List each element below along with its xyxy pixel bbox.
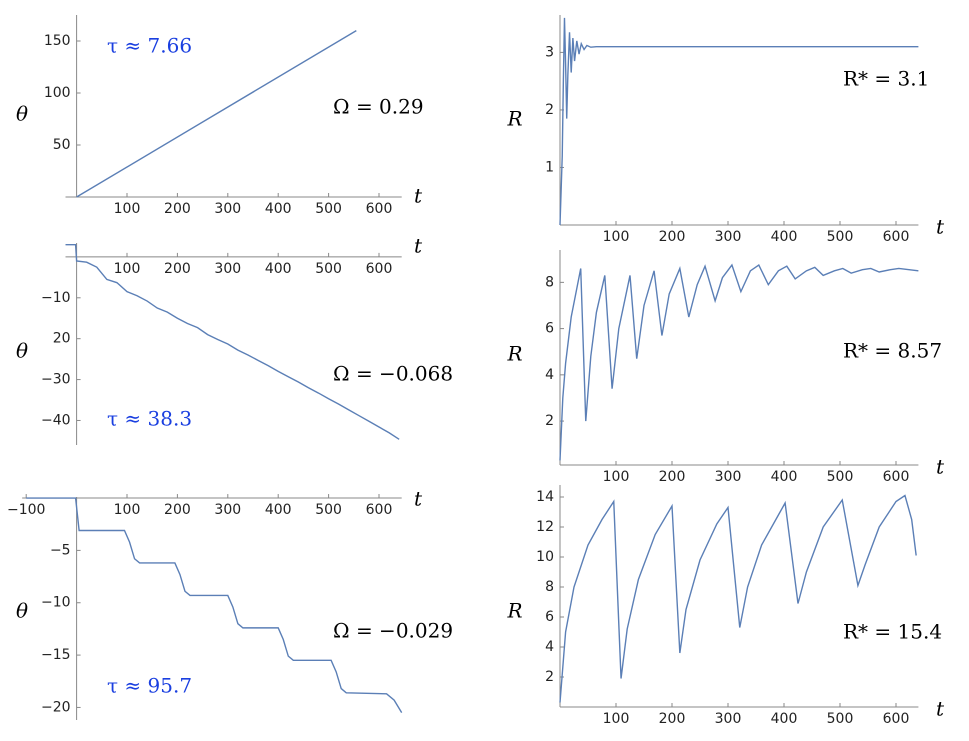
x-tick-label: 500 xyxy=(827,469,854,485)
y-tick-label: −10 xyxy=(41,595,71,611)
x-tick-label: −100 xyxy=(7,502,45,518)
y-axis-label: θ xyxy=(16,599,28,623)
x-tick-label: 600 xyxy=(366,502,393,518)
y-axis-label: R xyxy=(506,107,522,131)
x-tick-label: 200 xyxy=(164,502,191,518)
y-tick-label: 10 xyxy=(536,549,554,565)
annotation: τ ≈ 38.3 xyxy=(107,407,192,431)
y-tick-label: 8 xyxy=(545,274,554,290)
annotation: Ω = 0.29 xyxy=(333,95,424,119)
annotation: Ω = −0.068 xyxy=(333,362,453,386)
x-tick-label: 300 xyxy=(214,502,241,518)
data-line xyxy=(559,17,919,226)
y-tick-label: −10 xyxy=(41,290,71,306)
x-tick-label: 300 xyxy=(715,711,742,727)
x-tick-label: 200 xyxy=(164,261,191,277)
y-tick-label: −30 xyxy=(41,372,71,388)
x-tick-label: 200 xyxy=(659,229,686,245)
x-tick-label: 400 xyxy=(265,201,292,217)
annotation: τ ≈ 95.7 xyxy=(107,674,192,698)
data-line xyxy=(76,29,357,198)
x-tick-label: 300 xyxy=(214,201,241,217)
x-axis-label: t xyxy=(414,487,423,511)
annotation: R* = 8.57 xyxy=(843,339,942,363)
data-line xyxy=(26,497,403,714)
y-axis-label: R xyxy=(506,599,522,623)
y-tick-label: 14 xyxy=(536,489,554,505)
y-axis-label: θ xyxy=(16,339,28,363)
y-tick-label: 2 xyxy=(545,669,554,685)
x-tick-label: 300 xyxy=(214,261,241,277)
x-tick-label: 500 xyxy=(827,229,854,245)
x-tick-label: 100 xyxy=(114,502,141,518)
data-line xyxy=(559,494,917,703)
data-line xyxy=(65,243,400,440)
x-tick-label: 500 xyxy=(315,502,342,518)
x-tick-label: 100 xyxy=(603,469,630,485)
y-tick-label: −5 xyxy=(50,542,71,558)
x-tick-label: 300 xyxy=(715,229,742,245)
x-tick-label: 300 xyxy=(715,469,742,485)
y-tick-label: 4 xyxy=(545,639,554,655)
x-tick-label: 200 xyxy=(164,201,191,217)
y-tick-label: 1 xyxy=(545,159,554,175)
y-tick-label: 4 xyxy=(545,367,554,383)
x-tick-label: 200 xyxy=(659,711,686,727)
x-axis-label: t xyxy=(414,184,423,208)
annotation: τ ≈ 7.66 xyxy=(107,34,192,58)
x-tick-label: 100 xyxy=(114,201,141,217)
y-tick-label: 8 xyxy=(545,579,554,595)
y-tick-label: 12 xyxy=(536,519,554,535)
y-tick-label: 6 xyxy=(545,321,554,337)
x-axis-label: t xyxy=(936,215,945,239)
x-tick-label: 400 xyxy=(771,229,798,245)
x-tick-label: 600 xyxy=(883,469,910,485)
x-tick-label: 600 xyxy=(883,711,910,727)
annotation: R* = 15.4 xyxy=(843,620,942,644)
y-axis-label: θ xyxy=(16,102,28,126)
annotation: R* = 3.1 xyxy=(843,67,929,91)
y-tick-label: 50 xyxy=(53,137,71,153)
x-axis-label: t xyxy=(936,455,945,479)
x-tick-label: 600 xyxy=(366,201,393,217)
y-tick-label: 6 xyxy=(545,609,554,625)
x-tick-label: 600 xyxy=(883,229,910,245)
y-tick-label: −40 xyxy=(41,412,71,428)
y-tick-label: 100 xyxy=(44,85,71,101)
x-tick-label: 400 xyxy=(265,502,292,518)
x-tick-label: 400 xyxy=(771,469,798,485)
y-tick-label: 2 xyxy=(545,102,554,118)
x-tick-label: 100 xyxy=(603,711,630,727)
y-tick-label: 2 xyxy=(545,413,554,429)
y-tick-label: 20 xyxy=(53,331,71,347)
y-tick-label: 3 xyxy=(545,44,554,60)
x-tick-label: 200 xyxy=(659,469,686,485)
x-tick-label: 100 xyxy=(114,261,141,277)
x-axis-label: t xyxy=(414,234,423,258)
x-tick-label: 600 xyxy=(366,261,393,277)
y-tick-label: 150 xyxy=(44,33,71,49)
x-tick-label: 400 xyxy=(265,261,292,277)
y-tick-label: −15 xyxy=(41,647,71,663)
x-tick-label: 500 xyxy=(315,261,342,277)
x-tick-label: 500 xyxy=(827,711,854,727)
x-tick-label: 400 xyxy=(771,711,798,727)
x-tick-label: 500 xyxy=(315,201,342,217)
x-axis-label: t xyxy=(936,697,945,721)
data-line xyxy=(559,263,919,461)
annotation: Ω = −0.029 xyxy=(333,619,453,643)
x-tick-label: 100 xyxy=(603,229,630,245)
y-tick-label: −20 xyxy=(41,699,71,715)
y-axis-label: R xyxy=(506,342,522,366)
